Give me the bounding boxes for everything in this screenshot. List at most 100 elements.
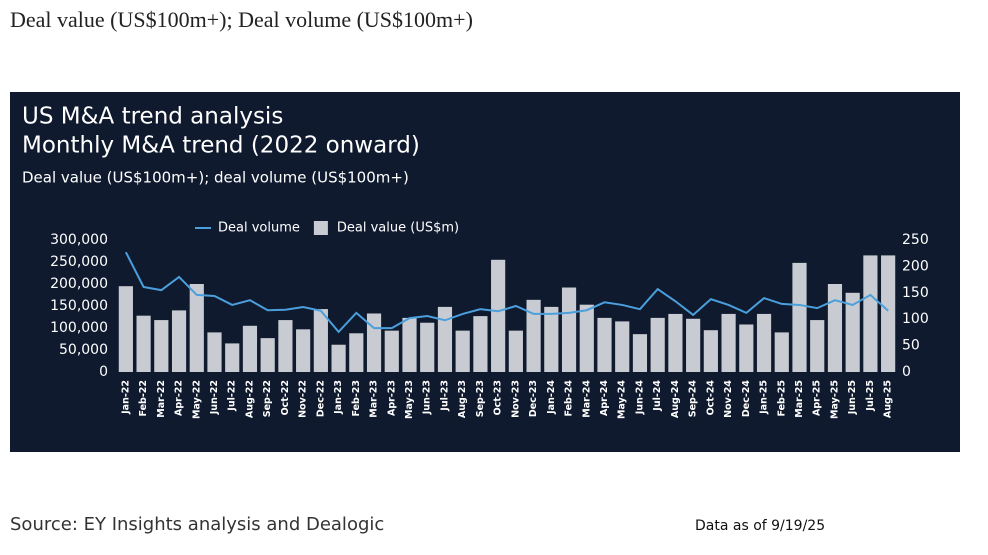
bar xyxy=(863,255,878,372)
bar xyxy=(845,292,860,372)
x-tick-label: Dec-24 xyxy=(741,380,752,418)
y2-tick-label: 50 xyxy=(902,338,920,354)
bar xyxy=(491,259,506,372)
y2-tick-label: 200 xyxy=(902,258,929,274)
y2-tick-label: 0 xyxy=(902,364,911,380)
x-tick-label: Jul-25 xyxy=(865,380,876,412)
chart-subtitle: Monthly M&A trend (2022 onward) xyxy=(22,133,420,159)
x-tick-label: Jan-24 xyxy=(546,380,557,415)
x-tick-label: Aug-23 xyxy=(457,380,468,418)
source: Source: EY Insights analysis and Dealogi… xyxy=(10,514,384,535)
x-tick-label: Mar-25 xyxy=(794,380,805,418)
x-tick-label: May-22 xyxy=(191,380,202,419)
y-tick-label: 250,000 xyxy=(50,254,108,270)
x-tick-label: Feb-24 xyxy=(564,380,575,417)
x-tick-label: May-23 xyxy=(404,380,415,419)
bar xyxy=(792,262,807,372)
bar xyxy=(756,313,772,372)
bar xyxy=(207,332,222,372)
x-tick-label: Jun-24 xyxy=(634,380,645,416)
x-tick-label: Sep-24 xyxy=(688,380,699,418)
heading: Deal value (US$100m+); Deal volume (US$1… xyxy=(10,7,473,32)
legend-swatch xyxy=(313,221,328,235)
bar xyxy=(721,313,736,372)
y2-tick-label: 100 xyxy=(902,311,929,327)
bar xyxy=(650,317,665,372)
bar xyxy=(508,330,523,372)
x-tick-label: Jun-23 xyxy=(422,380,433,415)
legend-label: Deal value (US$m) xyxy=(337,221,459,236)
x-tick-label: May-24 xyxy=(617,380,628,419)
x-tick-label: Mar-23 xyxy=(369,380,380,418)
x-tick-label: Aug-25 xyxy=(883,380,894,418)
x-tick-label: Apr-25 xyxy=(812,380,823,416)
legend-label: Deal volume xyxy=(218,221,300,236)
y-tick-label: 0 xyxy=(99,364,108,380)
x-tick-label: Mar-22 xyxy=(156,380,167,418)
x-tick-label: Jul-22 xyxy=(227,380,238,412)
bar xyxy=(526,299,541,372)
bar xyxy=(632,334,648,372)
y2-tick-label: 150 xyxy=(902,285,929,301)
line xyxy=(124,251,889,334)
bar xyxy=(774,332,789,372)
x-tick-label: Apr-22 xyxy=(174,380,185,416)
y-tick-label: 100,000 xyxy=(50,320,108,336)
bar xyxy=(668,313,683,372)
x-tick-label: Nov-23 xyxy=(510,380,521,418)
bar xyxy=(561,287,577,372)
bar xyxy=(437,306,453,372)
bar xyxy=(313,309,328,372)
x-tick-label: Dec-22 xyxy=(315,380,326,417)
x-tick-label: Jan-23 xyxy=(333,380,344,415)
bar xyxy=(827,284,843,372)
bar xyxy=(810,320,825,372)
y-tick-label: 150,000 xyxy=(50,298,108,314)
x-tick-label: Apr-24 xyxy=(599,380,610,416)
bar xyxy=(615,321,630,372)
x-tick-label: Jan-25 xyxy=(759,380,770,415)
x-tick-label: Jan-22 xyxy=(120,380,131,415)
x-tick-label: Mar-24 xyxy=(581,380,592,418)
x-tick-label: Oct-22 xyxy=(280,380,291,415)
bar xyxy=(225,343,240,372)
x-tick-label: May-25 xyxy=(829,380,840,419)
x-tick-label: Feb-23 xyxy=(351,380,362,417)
x-tick-label: Oct-24 xyxy=(705,380,716,416)
bar xyxy=(242,325,258,372)
x-tick-label: Aug-24 xyxy=(670,380,681,418)
bar xyxy=(420,322,435,372)
bar xyxy=(366,313,382,372)
x-tick-label: Jun-22 xyxy=(209,380,220,415)
y-tick-label: 50,000 xyxy=(59,342,108,358)
x-tick-label: Feb-25 xyxy=(776,380,787,417)
bar xyxy=(473,316,488,372)
x-tick-label: Sep-23 xyxy=(475,380,486,417)
bar xyxy=(171,310,187,372)
bar xyxy=(739,324,754,372)
bar xyxy=(331,344,346,372)
chart-description: Deal value (US$100m+); deal volume (US$1… xyxy=(22,169,409,187)
x-tick-label: Sep-22 xyxy=(262,380,273,417)
bar xyxy=(597,317,612,372)
x-tick-label: Dec-23 xyxy=(528,380,539,417)
bar xyxy=(455,330,470,372)
x-tick-label: Nov-22 xyxy=(298,380,309,418)
x-tick-label: Jul-24 xyxy=(652,380,663,412)
bar xyxy=(384,330,399,372)
bar xyxy=(260,338,275,372)
bar xyxy=(402,317,417,372)
bar xyxy=(349,333,364,372)
bar xyxy=(118,286,133,372)
y-tick-label: 300,000 xyxy=(50,232,108,248)
bar xyxy=(544,306,559,372)
bar xyxy=(189,284,204,372)
bar xyxy=(154,320,169,372)
bar xyxy=(136,315,151,372)
bar xyxy=(686,318,701,372)
x-tick-label: Nov-24 xyxy=(723,380,734,418)
bar xyxy=(881,255,896,372)
x-tick-label: Aug-22 xyxy=(244,380,255,418)
x-tick-label: Jun-25 xyxy=(847,380,858,415)
